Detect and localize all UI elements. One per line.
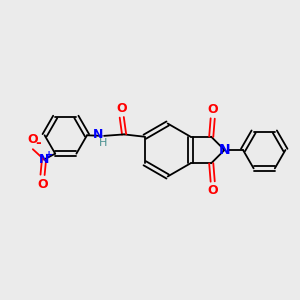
Text: N: N bbox=[39, 153, 49, 166]
Text: -: - bbox=[35, 136, 41, 150]
Text: N: N bbox=[92, 128, 103, 141]
Text: N: N bbox=[219, 143, 230, 157]
Text: O: O bbox=[207, 184, 218, 197]
Text: O: O bbox=[37, 178, 48, 191]
Text: O: O bbox=[116, 102, 127, 115]
Text: O: O bbox=[27, 133, 38, 146]
Text: H: H bbox=[99, 138, 107, 148]
Text: O: O bbox=[207, 103, 218, 116]
Text: +: + bbox=[45, 149, 53, 160]
